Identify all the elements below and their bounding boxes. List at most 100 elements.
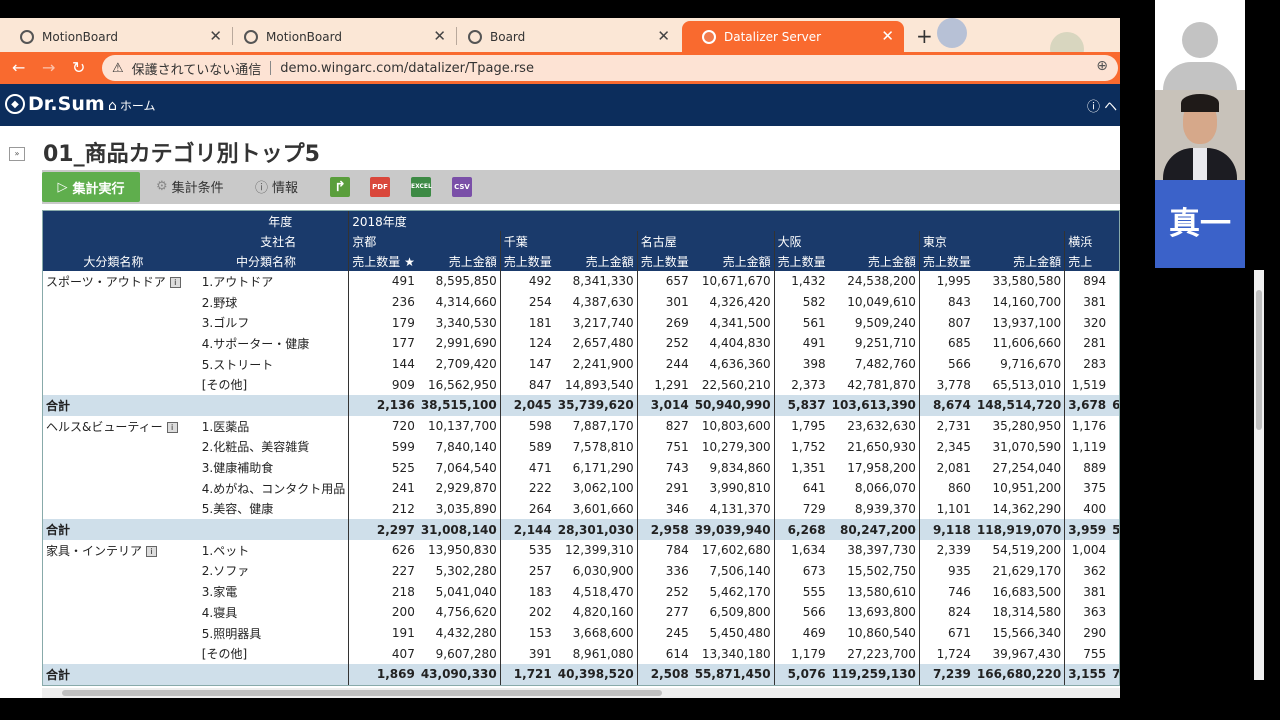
close-icon[interactable]: ✕ [433, 27, 446, 45]
major-category-header[interactable]: 大分類名称 [43, 251, 184, 271]
value-cell: 23,632,630 [847, 419, 916, 434]
value-cell: 191 [348, 622, 418, 644]
participant-video [1155, 90, 1245, 180]
value-cell: 1,752 [773, 436, 829, 458]
table-row[interactable]: 3.健康補助食 525 7,064,540 471 6,171,290 743 9,834,… [43, 457, 1119, 478]
branch-header: 横浜 [1064, 231, 1119, 251]
new-tab-button[interactable]: + [916, 24, 933, 48]
subtotal-row[interactable]: 合計 2,136 38,515,100 2,045 35,739,620 3,014 50,… [43, 395, 1119, 416]
address-bar[interactable]: ⚠ 保護されていない通信 demo.wingarc.com/datalizer/… [102, 55, 1118, 81]
sidebar-expand-icon[interactable]: » [9, 147, 25, 161]
horizontal-scrollbar[interactable] [42, 688, 1120, 698]
amount-header[interactable]: 売上金額 [691, 251, 775, 271]
minor-category-cell: 5.ストリート [201, 357, 274, 372]
csv-export-icon[interactable]: CSV [452, 177, 472, 197]
value-cell: 860 [918, 477, 974, 499]
minor-category-cell: 5.照明器具 [201, 626, 262, 641]
zoom-icon[interactable]: ⊕ [1096, 58, 1108, 74]
help-button[interactable]: ⓘ ヘ [1087, 96, 1117, 115]
run-aggregation-button[interactable]: ▷ 集計実行 [42, 172, 140, 202]
table-row[interactable]: 2.野球 236 4,314,660 254 4,387,630 301 4,326,420… [43, 291, 1119, 313]
value-cell: 269 [636, 312, 692, 334]
back-arrow-icon[interactable]: ← [12, 58, 26, 77]
drilldown-info-icon[interactable]: i [146, 545, 158, 557]
qty-header[interactable]: 売上数量 [918, 251, 974, 271]
qty-label: 売上数量 [352, 254, 401, 269]
value-cell: 16,683,500 [992, 584, 1062, 599]
table-row[interactable]: スポーツ・アウトドア i 1.アウトドア 491 8,595,850 492 8,341,3… [43, 271, 1119, 292]
table-row[interactable]: 2.化粧品、美容雑貨 599 7,840,140 589 7,578,810 751 10,… [43, 436, 1119, 458]
value-cell: 27,254,040 [992, 460, 1062, 475]
amount-header[interactable]: 売上金額 [417, 251, 501, 271]
conditions-button[interactable]: ⚙ 集計条件 [156, 177, 224, 196]
drilldown-info-icon[interactable]: i [169, 276, 181, 288]
value-cell: 843 [918, 291, 974, 313]
minor-category-cell: [その他] [201, 647, 248, 662]
amount-header[interactable]: 売上金額 [554, 251, 638, 271]
table-row[interactable]: 4.寝具 200 4,756,620 202 4,820,160 277 6,509,800… [43, 602, 1119, 623]
subtotal-value-cell: 3,959 [1064, 519, 1110, 540]
tab-motionboard-2[interactable]: MotionBoard ✕ [224, 21, 456, 52]
table-row[interactable]: 5.照明器具 191 4,432,280 153 3,668,600 245 5,450,4… [43, 622, 1119, 644]
tab-datalizer-server[interactable]: Datalizer Server ✕ [682, 21, 904, 52]
table-row[interactable]: [その他] 407 9,607,280 391 8,961,080 614 13,340,1… [43, 643, 1119, 665]
value-cell: 15,502,750 [847, 563, 916, 578]
amount-header[interactable]: 売上金額 [973, 251, 1065, 271]
value-cell: 5,302,280 [435, 563, 497, 578]
value-cell: 566 [773, 602, 829, 623]
close-icon[interactable]: ✕ [657, 27, 670, 45]
table-row[interactable]: 4.めがね、コンタクト用品 241 2,929,870 222 3,062,100 291… [43, 477, 1119, 499]
minor-category-header[interactable]: 中分類名称 [183, 251, 349, 271]
qty-header[interactable]: 売上数量 [499, 251, 555, 271]
table-row[interactable]: 2.ソファ 227 5,302,280 257 6,030,900 336 7,506,14… [43, 560, 1119, 582]
qty-header[interactable]: 売上数量 [773, 251, 829, 271]
amount-header[interactable]: 売上金額 [828, 251, 920, 271]
table-row[interactable]: 3.家電 218 5,041,040 183 4,518,470 252 5,462,170… [43, 581, 1119, 602]
sort-star-icon[interactable]: ★ [404, 254, 415, 269]
forward-arrow-icon[interactable]: → [42, 58, 56, 77]
drilldown-info-icon[interactable]: i [166, 421, 178, 433]
value-cell: 14,877,150 [1109, 416, 1119, 437]
subtotal-row[interactable]: 合計 2,297 31,008,140 2,144 28,301,030 2,958 39,… [43, 519, 1119, 540]
qty-header[interactable]: 売上数量 [636, 251, 692, 271]
home-button[interactable]: ⌂ ホーム [108, 97, 156, 114]
subtotal-value-cell: 2,045 [499, 395, 555, 416]
table-row[interactable]: 5.ストリート 144 2,709,420 147 2,241,900 244 4,636,… [43, 353, 1119, 375]
pivot-table: 年度 2018年度 支社名 京都 千葉 名古屋 大阪 東京 横浜 大分類名称 [43, 211, 1119, 685]
scroll-thumb[interactable] [62, 690, 662, 696]
subtotal-value-cell: 148,514,720 [973, 395, 1065, 416]
export-arrow-icon[interactable]: ↱ [330, 177, 350, 197]
branch-label: 支社名 [43, 231, 349, 251]
value-cell: 8,961,080 [572, 646, 634, 661]
amount-header-short[interactable]: 売上 [1064, 251, 1110, 271]
value-cell: 4,756,620 [435, 605, 497, 620]
table-row[interactable]: ヘルス&ビューティー i 1.医薬品 720 10,137,700 598 7,887,17… [43, 415, 1119, 437]
excel-export-icon[interactable]: EXCEL [411, 177, 432, 197]
info-button[interactable]: ⓘ 情報 [255, 177, 298, 196]
reload-icon[interactable]: ↻ [72, 58, 86, 77]
close-icon[interactable]: ✕ [209, 27, 222, 45]
tab-motionboard-1[interactable]: MotionBoard ✕ [0, 21, 232, 52]
browser-toolbar: ← → ↻ ⚠ 保護されていない通信 demo.wingarc.com/data… [0, 52, 1120, 84]
table-row[interactable]: 4.サポーター・健康 177 2,991,690 124 2,657,480 252 4,4… [43, 333, 1119, 354]
subtotal-row[interactable]: 合計 1,869 43,090,330 1,721 40,398,520 2,508 55,… [43, 664, 1119, 685]
major-category-cell [43, 623, 184, 644]
close-icon[interactable]: ✕ [881, 27, 894, 45]
minor-category-cell: 1.アウトドア [201, 274, 274, 289]
value-cell: 202 [499, 602, 555, 623]
tab-board[interactable]: Board ✕ [448, 21, 680, 52]
table-row[interactable]: 5.美容、健康 212 3,035,890 264 3,601,660 346 4,131,… [43, 498, 1119, 520]
value-cell: 22,560,210 [701, 377, 771, 392]
value-cell: 54,519,200 [992, 543, 1062, 558]
table-row[interactable]: [その他] 909 16,562,950 847 14,893,540 1,291 22,5… [43, 374, 1119, 396]
value-cell: 471 [499, 457, 555, 478]
value-cell: 2,373 [773, 374, 829, 396]
vertical-scrollbar[interactable] [1254, 270, 1264, 680]
qty-header[interactable]: 売上数量 ★ [348, 251, 418, 271]
table-row[interactable]: 3.ゴルフ 179 3,340,530 181 3,217,740 269 4,341,50… [43, 312, 1119, 334]
scroll-thumb[interactable] [1256, 290, 1262, 430]
table-row[interactable]: 家具・インテリア i 1.ペット 626 13,950,830 535 12,399,310… [43, 539, 1119, 561]
pdf-export-icon[interactable]: PDF [370, 177, 390, 197]
value-cell: 42,781,870 [847, 377, 916, 392]
value-cell: 1,291 [636, 374, 692, 396]
